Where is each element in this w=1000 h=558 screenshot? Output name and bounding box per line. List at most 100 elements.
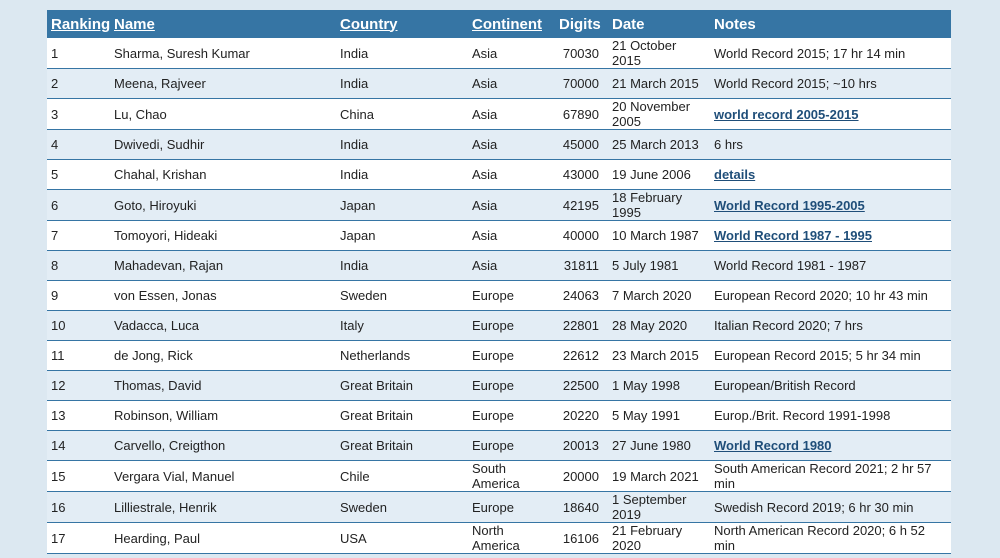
note-link[interactable]: World Record 1980 (714, 438, 832, 453)
rank-cell: 14 (47, 430, 110, 461)
continent-cell: North America (468, 522, 555, 554)
date-cell: 7 March 2020 (608, 280, 710, 311)
continent-cell: Europe (468, 280, 555, 311)
date-cell: 20 November 2005 (608, 98, 710, 130)
date-cell: 25 March 2013 (608, 129, 710, 160)
country-cell: Italy (336, 310, 468, 341)
name-cell: Hearding, Paul (110, 522, 336, 554)
sort-link[interactable]: Continent (472, 15, 542, 33)
header-row: Ranking Name Country Continent Digits Date Not… (47, 10, 951, 38)
name-cell: Lilliestrale, Henrik (110, 491, 336, 523)
digits-cell: 67890 (555, 98, 608, 130)
digits-cell: 40000 (555, 220, 608, 251)
notes-cell: Europ./Brit. Record 1991-1998 (710, 400, 951, 431)
continent-cell: Asia (468, 220, 555, 251)
date-cell: 19 June 2006 (608, 159, 710, 190)
digits-cell: 22612 (555, 340, 608, 371)
name-cell: Thomas, David (110, 370, 336, 401)
column-header: Country (336, 10, 468, 38)
note-link[interactable]: details (714, 167, 756, 182)
rank-cell: 15 (47, 460, 110, 492)
table-row: 7 Tomoyori, Hideaki Japan Asia 40000 10 March… (47, 220, 951, 251)
note-link[interactable]: world record 2005-2015 (714, 106, 859, 122)
country-cell: Netherlands (336, 340, 468, 371)
continent-cell: Europe (468, 310, 555, 341)
rank-cell: 12 (47, 370, 110, 401)
sort-link[interactable]: Country (340, 15, 398, 33)
table-row: 16 Lilliestrale, Henrik Sweden Europe 18640 1… (47, 491, 951, 523)
continent-cell: Europe (468, 400, 555, 431)
rank-cell: 8 (47, 250, 110, 281)
column-header: Notes (710, 10, 951, 38)
table-container: Ranking Name Country Continent Digits Date Not… (47, 10, 951, 554)
table-row: 3 Lu, Chao China Asia 67890 20 November 2005 w… (47, 98, 951, 130)
table-row: 13 Robinson, William Great Britain Europe 20… (47, 400, 951, 431)
country-cell: Japan (336, 220, 468, 251)
name-cell: de Jong, Rick (110, 340, 336, 371)
continent-cell: South America (468, 460, 555, 492)
rank-cell: 17 (47, 522, 110, 554)
table-row: 11 de Jong, Rick Netherlands Europe 22612 23 … (47, 340, 951, 371)
notes-cell: World Record 1980 (710, 430, 951, 461)
digits-cell: 20013 (555, 430, 608, 461)
digits-cell: 70000 (555, 68, 608, 99)
name-cell: Dwivedi, Sudhir (110, 129, 336, 160)
notes-cell: Italian Record 2020; 7 hrs (710, 310, 951, 341)
continent-cell: Asia (468, 98, 555, 130)
column-header: Continent (468, 10, 555, 38)
column-header: Ranking (47, 10, 110, 38)
continent-cell: Asia (468, 159, 555, 190)
rank-cell: 16 (47, 491, 110, 523)
continent-cell: Europe (468, 370, 555, 401)
notes-cell: world record 2005-2015 (710, 98, 951, 130)
notes-cell: World Record 1995-2005 (710, 189, 951, 221)
column-header: Date (608, 10, 710, 38)
rank-cell: 13 (47, 400, 110, 431)
date-cell: 10 March 1987 (608, 220, 710, 251)
rank-cell: 7 (47, 220, 110, 251)
name-cell: Chahal, Krishan (110, 159, 336, 190)
name-cell: Sharma, Suresh Kumar (110, 38, 336, 69)
name-cell: Vadacca, Luca (110, 310, 336, 341)
digits-cell: 20220 (555, 400, 608, 431)
table-row: 15 Vergara Vial, Manuel Chile South America… (47, 460, 951, 492)
table-row: 4 Dwivedi, Sudhir India Asia 45000 25 March 2… (47, 129, 951, 160)
notes-cell: European/British Record (710, 370, 951, 401)
country-cell: India (336, 68, 468, 99)
sort-link[interactable]: Name (114, 15, 155, 33)
rank-cell: 4 (47, 129, 110, 160)
table-row: 2 Meena, Rajveer India Asia 70000 21 March 20… (47, 68, 951, 99)
name-cell: Vergara Vial, Manuel (110, 460, 336, 492)
country-cell: India (336, 38, 468, 69)
date-cell: 23 March 2015 (608, 340, 710, 371)
continent-cell: Asia (468, 250, 555, 281)
table-row: 10 Vadacca, Luca Italy Europe 22801 28 May 20… (47, 310, 951, 341)
sort-link[interactable]: Ranking (51, 15, 111, 33)
country-cell: Chile (336, 460, 468, 492)
country-cell: India (336, 250, 468, 281)
name-cell: Carvello, Creigthon (110, 430, 336, 461)
date-cell: 5 May 1991 (608, 400, 710, 431)
notes-cell: European Record 2015; 5 hr 34 min (710, 340, 951, 371)
digits-cell: 43000 (555, 159, 608, 190)
country-cell: Great Britain (336, 430, 468, 461)
date-cell: 19 March 2021 (608, 460, 710, 492)
table-row: 8 Mahadevan, Rajan India Asia 31811 5 July 19… (47, 250, 951, 281)
notes-cell: World Record 2015; 17 hr 14 min (710, 38, 951, 69)
table-row: 6 Goto, Hiroyuki Japan Asia 42195 18 February… (47, 189, 951, 221)
note-link[interactable]: World Record 1987 - 1995 (714, 228, 872, 243)
country-cell: India (336, 129, 468, 160)
rank-cell: 1 (47, 38, 110, 69)
notes-cell: Swedish Record 2019; 6 hr 30 min (710, 491, 951, 523)
digits-cell: 42195 (555, 189, 608, 221)
country-cell: Great Britain (336, 370, 468, 401)
digits-cell: 24063 (555, 280, 608, 311)
note-link[interactable]: World Record 1995-2005 (714, 197, 865, 213)
rank-cell: 10 (47, 310, 110, 341)
records-table: Ranking Name Country Continent Digits Date Not… (47, 10, 951, 554)
country-cell: Great Britain (336, 400, 468, 431)
name-cell: Mahadevan, Rajan (110, 250, 336, 281)
date-cell: 21 March 2015 (608, 68, 710, 99)
date-cell: 1 September 2019 (608, 491, 710, 523)
